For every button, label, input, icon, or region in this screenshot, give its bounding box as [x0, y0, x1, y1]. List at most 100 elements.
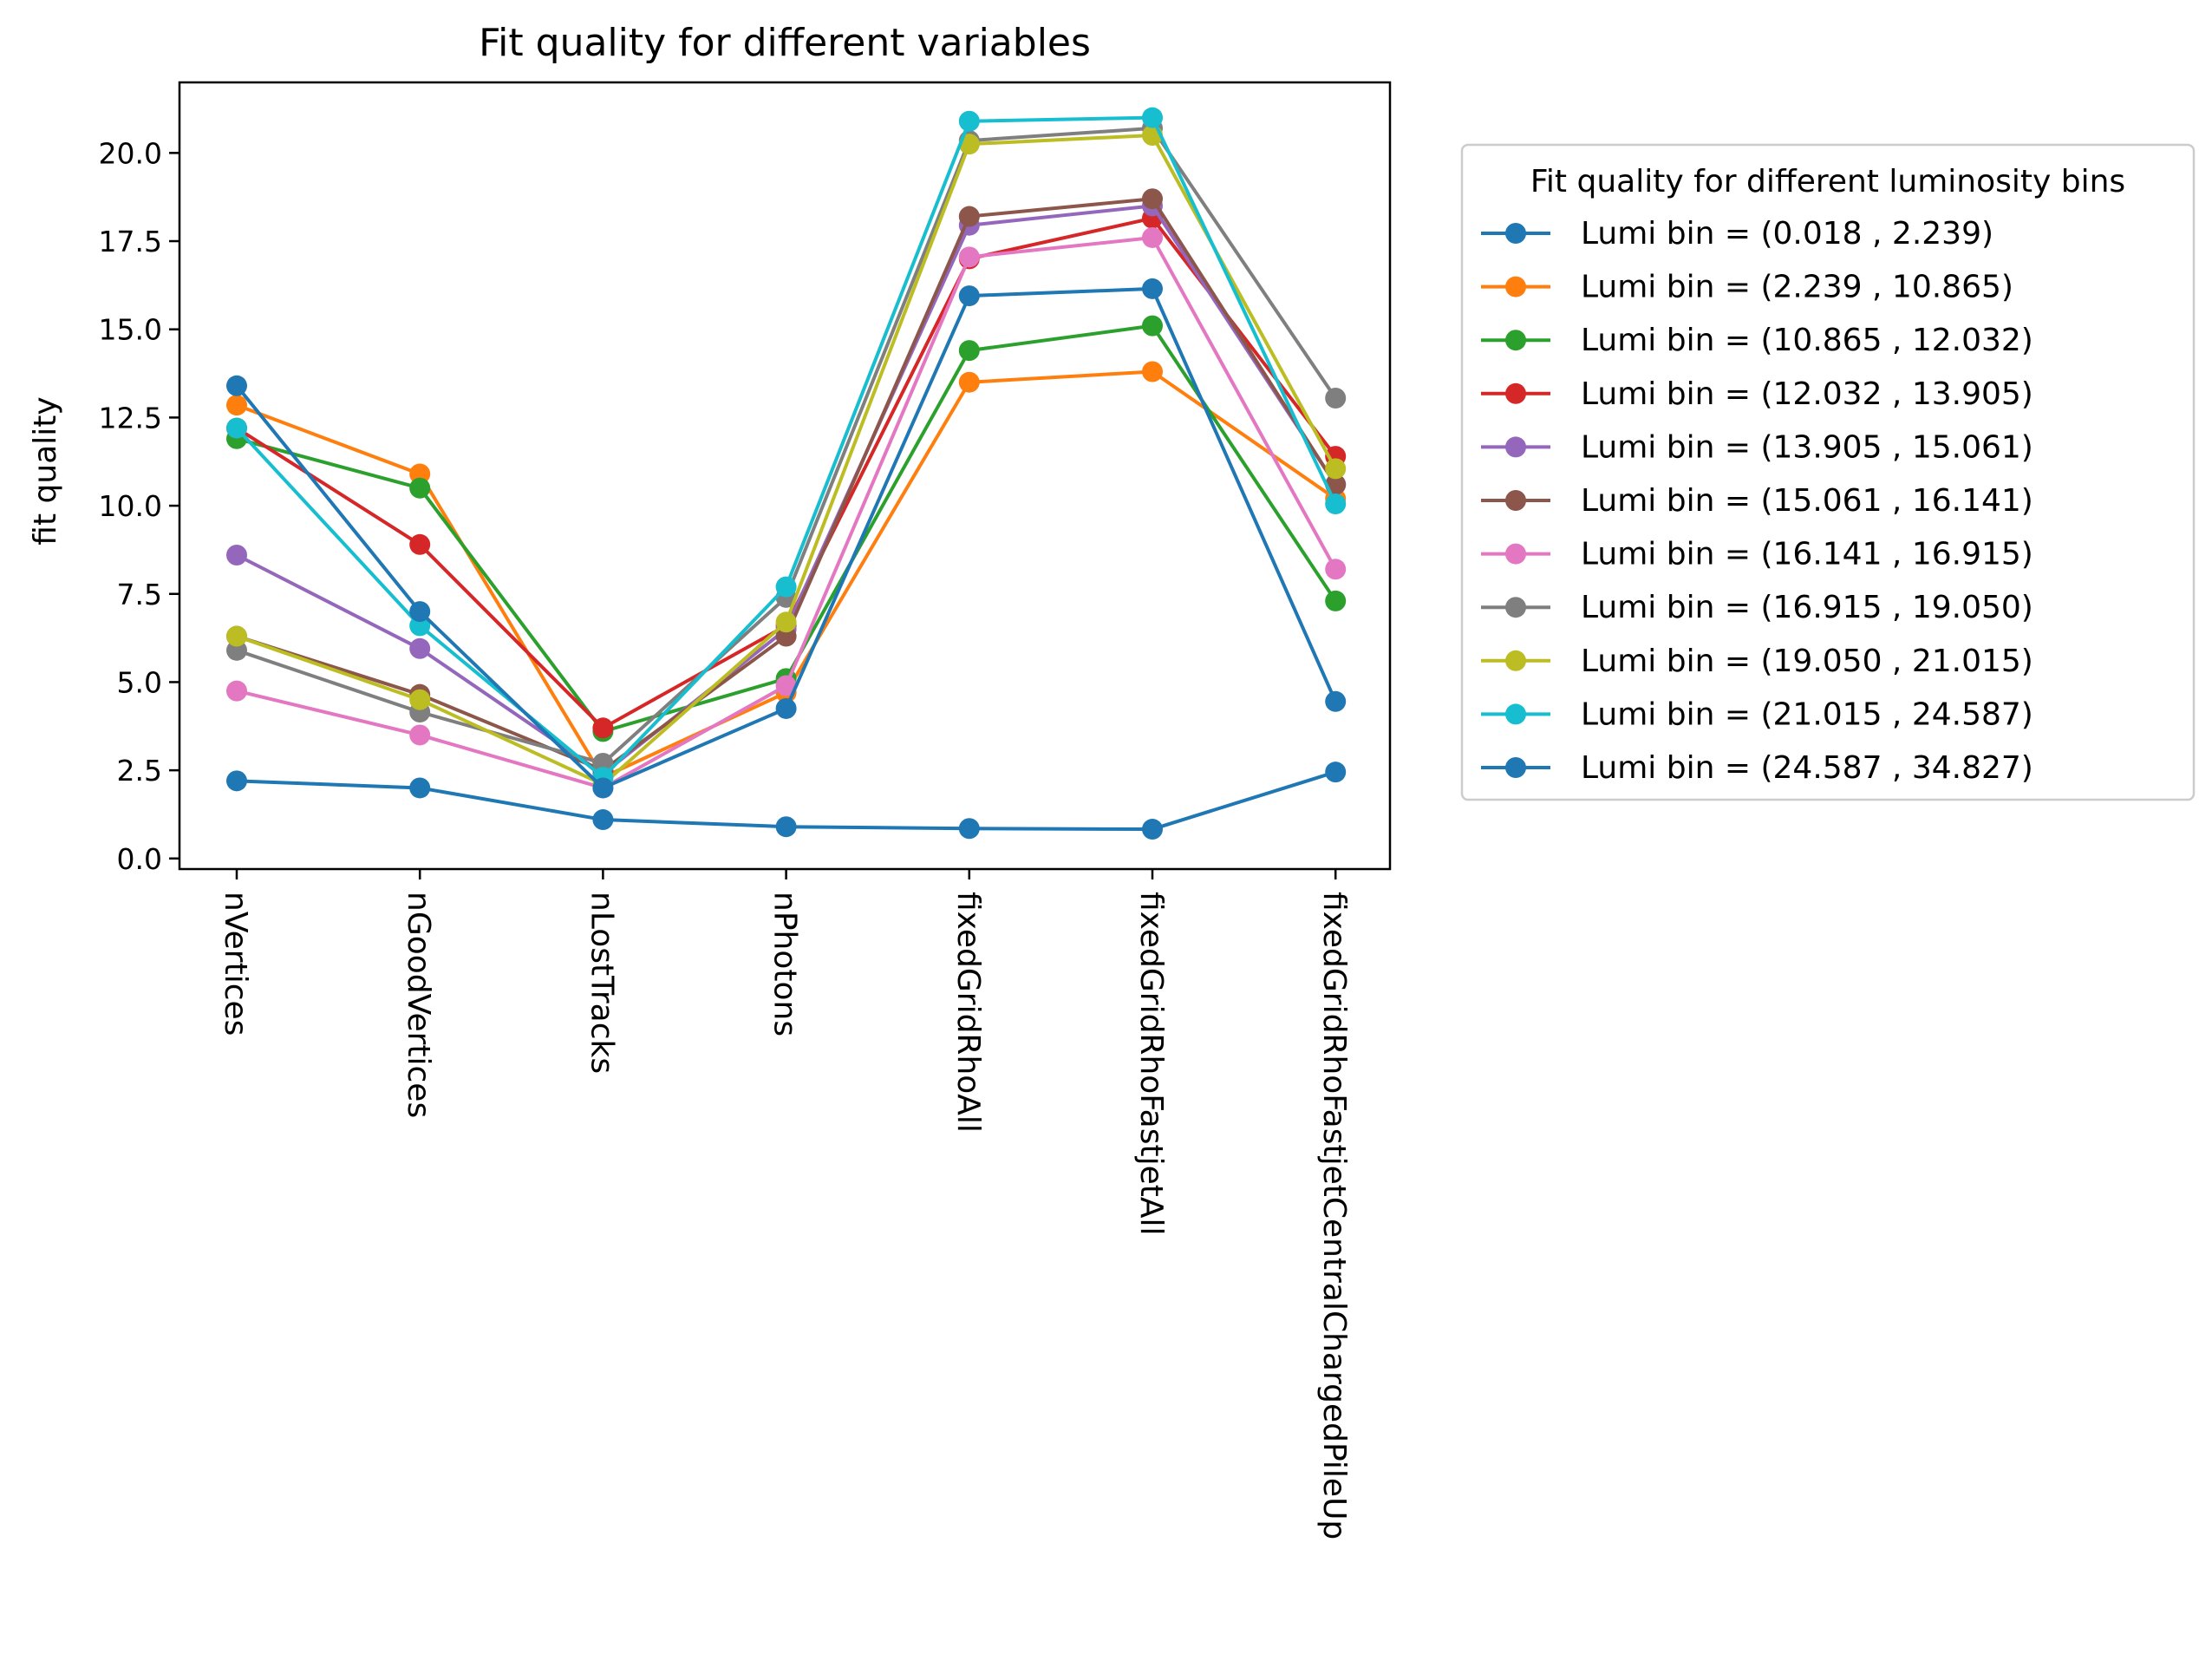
legend-label: Lumi bin = (19.050 , 21.015)	[1581, 644, 2033, 679]
y-tick-label: 10.0	[99, 489, 162, 523]
legend-label: Lumi bin = (12.032 , 13.905)	[1581, 376, 2033, 412]
plot-area: 0.0 2.5 5.0 7.5 10.0 12.5 15.0 17.5 20.0 nVertic…	[99, 81, 1392, 1540]
x-tick-label: nGoodVertices	[401, 892, 436, 1118]
legend-entry: Lumi bin = (19.050 , 21.015)	[1481, 644, 2033, 679]
legend-marker	[1505, 276, 1526, 297]
legend-marker	[1505, 543, 1526, 565]
y-axis-label: fit quality	[28, 396, 63, 545]
legend-label: Lumi bin = (13.905 , 15.061)	[1581, 429, 2033, 465]
legend-entry: Lumi bin = (13.905 , 15.061)	[1481, 429, 2033, 465]
data-point	[226, 417, 247, 439]
data-point	[409, 724, 431, 746]
legend-entry: Lumi bin = (15.061 , 16.141)	[1481, 483, 2033, 519]
y-tick-label: 17.5	[99, 225, 162, 258]
legend-marker	[1505, 436, 1526, 458]
legend-marker	[1505, 490, 1526, 511]
data-point	[226, 375, 247, 396]
legend-label: Lumi bin = (21.015 , 24.587)	[1581, 696, 2033, 732]
x-axis-ticks: nVertices nGoodVertices nLostTracks nPhoton…	[218, 869, 1352, 1540]
data-point	[592, 717, 614, 739]
data-point	[1325, 458, 1347, 480]
series-11	[226, 278, 1347, 799]
y-tick-label: 12.5	[99, 401, 162, 435]
x-tick-label: fixedGridRhoFastjetAll	[1133, 892, 1169, 1236]
data-point	[409, 689, 431, 710]
data-point	[592, 777, 614, 799]
legend-marker	[1505, 330, 1526, 351]
data-point	[226, 680, 247, 702]
legend-label: Lumi bin = (24.587 , 34.827)	[1581, 750, 2033, 786]
series-group	[226, 107, 1347, 840]
y-tick-label: 2.5	[117, 754, 162, 788]
data-point	[409, 777, 431, 799]
data-point	[1142, 226, 1163, 248]
data-point	[775, 576, 797, 598]
legend-marker	[1505, 757, 1526, 778]
data-point	[1142, 819, 1163, 840]
data-point	[1142, 315, 1163, 337]
legend-marker	[1505, 597, 1526, 618]
x-tick-label: fixedGridRhoAll	[950, 892, 986, 1133]
data-point	[958, 340, 980, 362]
data-point	[409, 477, 431, 499]
data-point	[1142, 361, 1163, 382]
legend-marker	[1505, 703, 1526, 725]
data-point	[958, 206, 980, 227]
data-point	[958, 371, 980, 393]
data-point	[409, 601, 431, 623]
data-point	[1325, 388, 1347, 409]
data-point	[1325, 590, 1347, 611]
data-point	[409, 637, 431, 659]
data-point	[958, 285, 980, 307]
legend-marker	[1505, 223, 1526, 244]
legend-entry: Lumi bin = (0.018 , 2.239)	[1481, 216, 1993, 252]
data-point	[409, 533, 431, 555]
y-tick-label: 20.0	[99, 136, 162, 170]
legend-entries: Lumi bin = (0.018 , 2.239) Lumi bin = (2.…	[1481, 216, 2033, 786]
legend-label: Lumi bin = (16.141 , 16.915)	[1581, 537, 2033, 572]
data-point	[1142, 188, 1163, 210]
x-tick-label: nPhotons	[767, 892, 803, 1036]
data-point	[226, 770, 247, 792]
y-tick-label: 5.0	[117, 665, 162, 699]
legend-label: Lumi bin = (10.865 , 12.032)	[1581, 323, 2033, 358]
legend-label: Lumi bin = (15.061 , 16.141)	[1581, 483, 2033, 519]
legend-title: Fit quality for different luminosity bin…	[1530, 164, 2125, 199]
legend-entry: Lumi bin = (21.015 , 24.587)	[1481, 696, 2033, 732]
data-point	[1142, 107, 1163, 128]
data-point	[775, 675, 797, 696]
data-point	[775, 697, 797, 719]
x-tick-label: nLostTracks	[584, 892, 619, 1074]
legend-entry: Lumi bin = (10.865 , 12.032)	[1481, 323, 2033, 358]
legend-label: Lumi bin = (16.915 , 19.050)	[1581, 590, 2033, 625]
series-1	[226, 762, 1347, 840]
data-point	[1325, 762, 1347, 783]
legend: Fit quality for different luminosity bin…	[1460, 143, 2196, 801]
data-point	[958, 110, 980, 132]
data-point	[775, 816, 797, 838]
legend-entry: Lumi bin = (16.141 , 16.915)	[1481, 537, 2033, 572]
x-tick-label: fixedGridRhoFastjetCentralChargedPileUp	[1316, 892, 1352, 1540]
plot-frame	[178, 81, 1392, 871]
y-axis-ticks: 0.0 2.5 5.0 7.5 10.0 12.5 15.0 17.5 20.0	[99, 136, 179, 876]
data-point	[226, 625, 247, 647]
chart-title: Fit quality for different variables	[479, 21, 1091, 65]
legend-entry: Lumi bin = (16.915 , 19.050)	[1481, 590, 2033, 625]
legend-box	[1460, 143, 2196, 801]
legend-entry: Lumi bin = (12.032 , 13.905)	[1481, 376, 2033, 412]
y-tick-label: 15.0	[99, 313, 162, 347]
legend-marker	[1505, 650, 1526, 671]
data-point	[1325, 690, 1347, 712]
legend-marker	[1505, 382, 1526, 404]
data-point	[226, 395, 247, 416]
data-point	[775, 611, 797, 633]
legend-label: Lumi bin = (2.239 , 10.865)	[1581, 270, 2013, 305]
data-point	[958, 818, 980, 840]
y-tick-label: 0.0	[117, 842, 162, 876]
data-point	[1325, 494, 1347, 515]
legend-entry: Lumi bin = (2.239 , 10.865)	[1481, 270, 2013, 305]
data-point	[226, 545, 247, 566]
data-point	[1142, 278, 1163, 299]
data-point	[592, 809, 614, 831]
